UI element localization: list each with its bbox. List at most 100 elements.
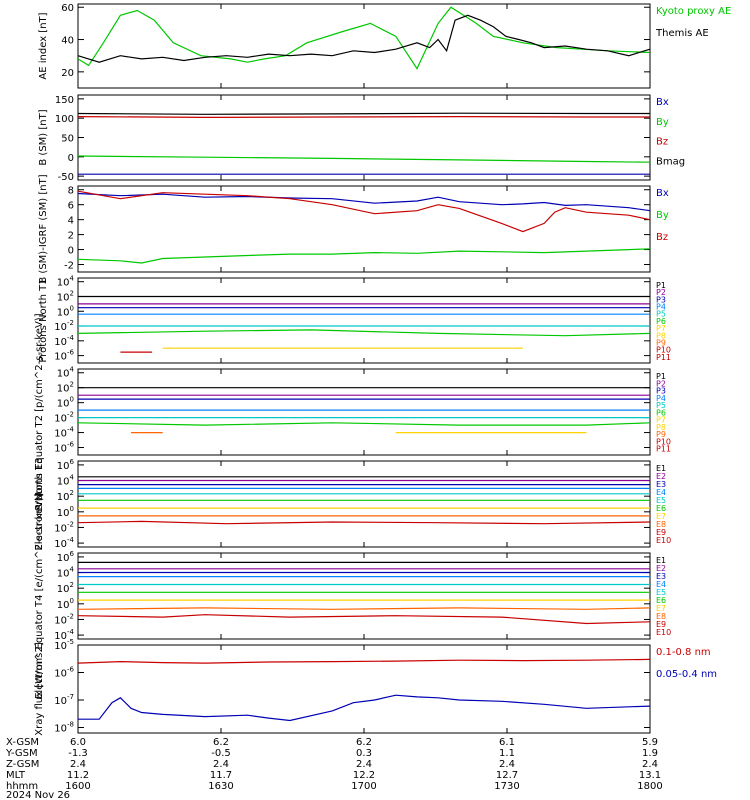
panel-bsm: 150 100 50 0 -50 B (SM) [nT] Bx By Bz Bmag — [38, 94, 685, 183]
panel-ae: 60 40 20 AE index [nT] Kyoto proxy AE Themis … — [38, 3, 731, 89]
panel-xray: 10-5 10-6 10-7 10-8 Xray flux [W/m^2] 0.1-0.8… — [34, 638, 717, 736]
legend-entry: E3 — [656, 480, 666, 489]
y-tick-label: 40 — [61, 36, 74, 47]
y-axis-label: Protons North T1 — [38, 278, 49, 362]
x-axis-row-label: Z-GSM — [6, 759, 39, 770]
y-tick-label: 0 — [68, 246, 74, 257]
y-tick-label: 10-8 — [54, 721, 74, 735]
series-line-bz — [77, 190, 651, 233]
y-tick-label: 100 — [57, 597, 74, 611]
x-axis-value: 11.2 — [67, 770, 89, 781]
x-axis-value: 0.3 — [356, 748, 372, 759]
panel-frame — [77, 552, 651, 640]
legend-entry: E7 — [656, 604, 666, 613]
x-axis-value: 13.1 — [639, 770, 661, 781]
legend-entry: P3 — [656, 387, 666, 396]
y-axis-label: B (SM) [nT] — [38, 109, 49, 165]
legend-entry: P2 — [656, 379, 666, 388]
y-tick-label: 104 — [57, 566, 75, 580]
x-axis-value: 6.1 — [499, 737, 515, 748]
x-axis-value: 6.0 — [70, 737, 86, 748]
x-axis-value: 1630 — [208, 781, 233, 792]
series-group — [77, 6, 651, 70]
legend-entry: P2 — [656, 288, 666, 297]
y-tick-label: 10-2 — [54, 612, 74, 626]
y-axis-label: Xray flux [W/m^2] — [34, 642, 45, 736]
legend-entry: Themis AE — [655, 28, 709, 39]
x-axis-value: 1.1 — [499, 748, 515, 759]
y-tick-label: 2 — [68, 231, 74, 242]
legend-entry: 0.05-0.4 nm — [656, 669, 717, 680]
legend-entry: By — [656, 117, 669, 128]
legend-entry: E10 — [656, 628, 671, 637]
legend-entry: P8 — [656, 423, 666, 432]
x-axis-value: -1.3 — [68, 748, 88, 759]
legend-entry: P3 — [656, 295, 666, 304]
series-line-kyoto-proxy-ae — [77, 6, 651, 70]
x-axis-value: -0.5 — [211, 748, 231, 759]
y-tick-label: 100 — [57, 396, 74, 410]
legend-entry: E7 — [656, 512, 666, 521]
legend-entry: E8 — [656, 520, 666, 529]
y-tick-label: 100 — [57, 304, 74, 318]
series-line-0-05-0-4-nm — [78, 694, 651, 722]
panel-frame — [77, 368, 651, 456]
y-axis-label: Electrons North T3 — [34, 457, 45, 550]
series-line-bx — [77, 192, 651, 212]
legend-entry: Kyoto proxy AE — [656, 6, 731, 17]
series-line-themis-ae — [77, 14, 651, 63]
legend-entry: E9 — [656, 528, 666, 537]
y-tick-label: 102 — [57, 489, 74, 503]
x-axis-row-label: hhmm — [6, 781, 38, 792]
y-tick-label: 10-2 — [54, 520, 74, 534]
legend-entry: E4 — [656, 580, 666, 589]
y-tick-label: 8 — [68, 186, 74, 197]
panel-frame — [77, 460, 651, 548]
x-axis-value: 2.4 — [356, 759, 372, 770]
legend-entry: P6 — [656, 317, 666, 326]
series-group — [77, 561, 651, 625]
y-tick-label: 104 — [57, 275, 75, 289]
x-axis-value: 5.9 — [642, 737, 658, 748]
x-axis-value: 12.7 — [496, 770, 518, 781]
series-line-e9 — [77, 614, 651, 625]
panel-frame — [77, 277, 651, 364]
series-group — [77, 476, 651, 525]
y-tick-label: 10-2 — [54, 411, 74, 425]
legend-entry: Bx — [656, 97, 669, 108]
y-tick-label: 60 — [61, 3, 74, 14]
legend-entry: P4 — [656, 303, 666, 312]
y-tick-label: 102 — [57, 381, 74, 395]
legend-entry: E6 — [656, 596, 666, 605]
y-tick-label: 0 — [68, 153, 74, 164]
y-tick-label: 104 — [57, 474, 75, 488]
x-axis-value: 2.4 — [499, 759, 515, 770]
series-group — [77, 387, 651, 434]
legend-entry: E5 — [656, 496, 666, 505]
series-line-bz — [77, 115, 650, 119]
legend-entry: E2 — [656, 472, 666, 481]
x-axis-value: 12.2 — [353, 770, 375, 781]
panel-frame — [77, 94, 651, 181]
y-axis-label: AE index [nT] — [38, 12, 49, 79]
x-axis-value: 11.7 — [210, 770, 232, 781]
y-tick-label: 10-7 — [54, 693, 74, 707]
legend-entry: E6 — [656, 504, 666, 513]
legend-entry: P9 — [656, 430, 666, 439]
x-axis-value: 2.4 — [213, 759, 229, 770]
y-tick-label: 100 — [55, 114, 74, 125]
y-tick-label: 10-6 — [54, 441, 74, 455]
legend-entry: E1 — [656, 556, 666, 565]
y-tick-label: 10-4 — [54, 536, 74, 550]
series-group — [77, 295, 651, 353]
x-axis-table: X-GSMY-GSMZ-GSMMLThhmm6.0-1.32.411.21600… — [5, 737, 663, 800]
y-tick-label: 4 — [68, 216, 74, 227]
y-tick-label: 20 — [61, 68, 74, 79]
y-tick-label: 100 — [57, 505, 74, 519]
x-axis-value: 1600 — [65, 781, 90, 792]
legend-entry: Bz — [656, 232, 668, 243]
y-tick-label: 106 — [57, 550, 75, 564]
